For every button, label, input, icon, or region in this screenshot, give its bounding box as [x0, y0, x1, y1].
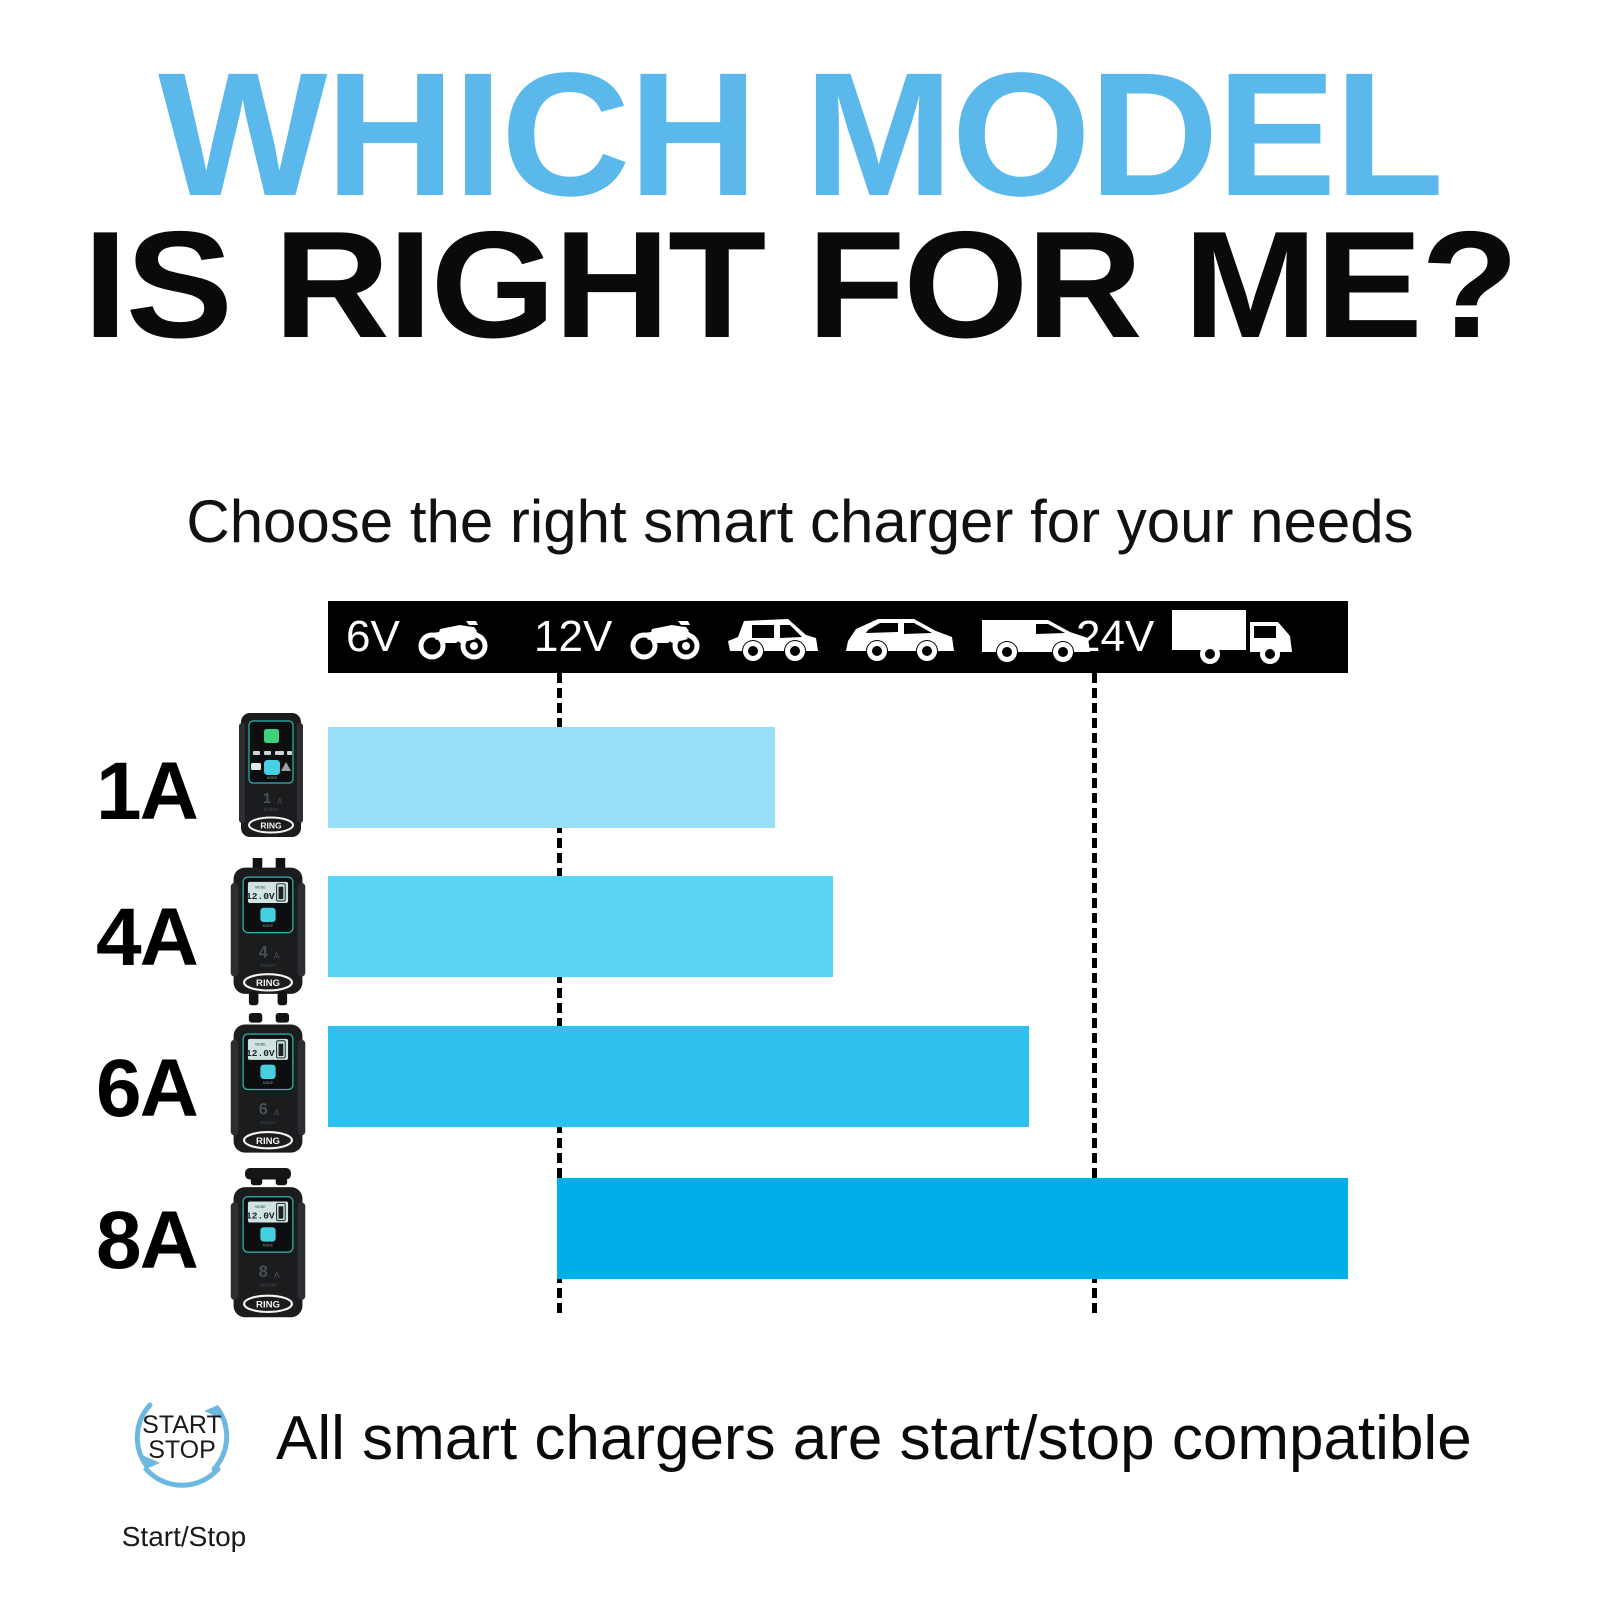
svg-text:12.0V: 12.0V [246, 1048, 275, 1059]
voltage-label-24v: 24V [1076, 612, 1155, 661]
footer-compatibility-text: All smart chargers are start/stop compat… [276, 1404, 1472, 1473]
hatchback-car-icon [720, 611, 824, 663]
page-title: WHICH MODEL IS RIGHT FOR ME? [0, 37, 1600, 370]
motorcycle-icon [410, 613, 494, 661]
start-stop-badge-line2: STOP [148, 1436, 216, 1464]
svg-text:8: 8 [259, 1263, 268, 1281]
bar-6a [328, 1026, 1029, 1127]
charger-device-6a: MODE 12.0V MODE 6 A 6V/12V RING [224, 1013, 312, 1166]
truck-icon [1166, 606, 1300, 668]
svg-text:MODE: MODE [255, 1205, 266, 1209]
svg-text:RING: RING [256, 1136, 280, 1147]
svg-text:MODE: MODE [263, 924, 274, 928]
svg-text:6: 6 [259, 1100, 268, 1118]
svg-text:12.0V: 12.0V [246, 891, 275, 902]
svg-text:MODE: MODE [263, 1243, 274, 1247]
svg-text:6V/12V: 6V/12V [260, 1120, 276, 1126]
bar-8a [557, 1178, 1348, 1279]
amp-label-4a: 4A [96, 892, 199, 983]
svg-text:MODE: MODE [263, 1081, 274, 1085]
svg-text:RING: RING [260, 821, 282, 831]
voltage-group-6v: 6V [346, 601, 494, 673]
start-stop-caption: Start/Stop [121, 1521, 247, 1552]
amp-label-1a: 1A [96, 746, 199, 837]
svg-text:A: A [274, 1270, 280, 1280]
motorcycle-icon [622, 613, 706, 661]
svg-text:A: A [274, 1107, 280, 1117]
voltage-group-24v: 24V [1076, 601, 1300, 673]
svg-text:1: 1 [263, 790, 271, 807]
voltage-label-12v: 12V [534, 612, 613, 661]
svg-text:4: 4 [259, 943, 268, 961]
svg-text:MODE: MODE [267, 776, 278, 780]
voltage-group-12v: 12V [534, 601, 1098, 673]
subtitle: Choose the right smart charger for your … [186, 488, 1414, 555]
svg-text:12V/24V: 12V/24V [259, 1283, 278, 1289]
amp-label-6a: 6A [96, 1043, 199, 1134]
title-line-primary: WHICH MODEL [158, 37, 1444, 233]
bar-1a [328, 727, 775, 828]
svg-text:MODE: MODE [255, 1043, 266, 1047]
start-stop-icon: START STOP [116, 1371, 248, 1503]
divider-line-24v [1092, 673, 1097, 1313]
charger-device-4a: MODE 12.0V MODE 4 A 6V/12V RING [224, 858, 312, 1011]
svg-text:RING: RING [256, 1300, 280, 1311]
svg-text:MODE: MODE [255, 886, 266, 890]
van-icon [974, 610, 1098, 664]
svg-text:A: A [277, 797, 283, 806]
title-line-secondary: IS RIGHT FOR ME? [82, 199, 1519, 370]
bar-4a [328, 876, 833, 977]
start-stop-badge-line1: START [142, 1411, 222, 1439]
amp-label-8a: 8A [96, 1195, 199, 1286]
sedan-car-icon [838, 611, 962, 663]
voltage-label-6v: 6V [346, 612, 400, 661]
divider-line-12v [557, 673, 562, 1313]
charger-device-1a: MODE 1 A 6V/12V RING [227, 713, 315, 838]
charger-device-8a: MODE 12.0V MODE 8 A 12V/24V RING [224, 1168, 312, 1326]
svg-text:6V/12V: 6V/12V [263, 807, 279, 812]
svg-text:12.0V: 12.0V [246, 1211, 275, 1222]
svg-text:A: A [274, 950, 280, 960]
voltage-header-bar: 6V 12V [328, 601, 1348, 673]
svg-text:RING: RING [256, 978, 280, 989]
svg-text:6V/12V: 6V/12V [260, 963, 276, 969]
